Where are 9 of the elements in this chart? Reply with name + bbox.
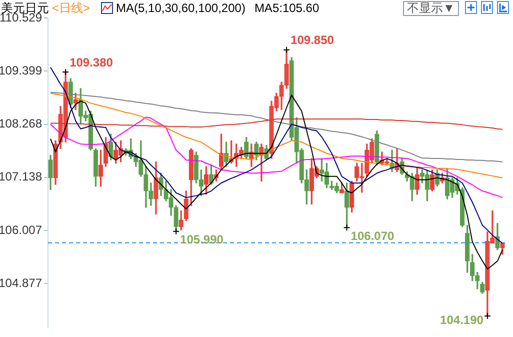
annotation: 109.380 bbox=[70, 55, 114, 70]
annotation: 109.850 bbox=[290, 33, 334, 48]
text: MA(5,10,30,60,100,200) bbox=[116, 0, 246, 16]
annotation: 104.190 bbox=[440, 313, 484, 328]
annotation: 105.990 bbox=[180, 232, 224, 247]
annotation: 106.070 bbox=[350, 228, 395, 243]
chart-subtitle: <日线> bbox=[52, 0, 90, 16]
text: 不显示▼ bbox=[403, 1, 459, 16]
text: MA5:105.60 bbox=[254, 0, 320, 16]
